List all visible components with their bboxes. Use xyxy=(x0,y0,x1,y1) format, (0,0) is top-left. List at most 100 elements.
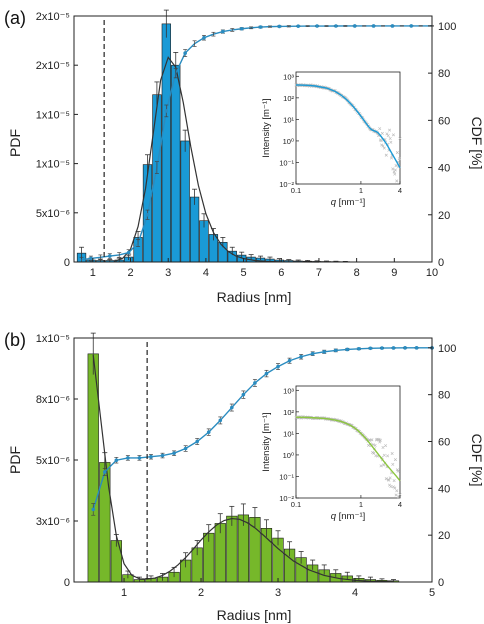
panel-a-inset-y-label: Intensity [m⁻¹] xyxy=(261,98,272,157)
panel-b-cdf-marker xyxy=(287,358,292,363)
panel-b-y2-tick-label: 60 xyxy=(438,437,450,449)
panel-b-y2-tick-label: 0 xyxy=(438,577,444,589)
panel-b-y-tick-label: 0 xyxy=(64,577,70,589)
panel-b-y-ticks: 0 3x10⁻⁶ 5x10⁻⁶ 8x10⁻⁶ 1x10⁻⁵ xyxy=(36,333,78,589)
panel-a-y2-tick-label: 60 xyxy=(438,115,450,127)
panel-b-bar xyxy=(110,540,122,583)
panel-a-y2-tick-label: 20 xyxy=(438,210,450,222)
panel-b-y-axis-label: PDF xyxy=(7,446,23,474)
panel-a-y-tick-label: 2x10⁻⁵ xyxy=(36,11,70,23)
panel-a-cdf-marker xyxy=(183,51,187,55)
panel-b-inset-x-label-unit: [nm⁻¹] xyxy=(336,511,365,522)
panel-a-inset-x-tick-label: 1 xyxy=(359,186,363,195)
panel-b-inset-y-label: Intensity [m⁻¹] xyxy=(261,412,272,471)
panel-a-y-tick-label: 1x10⁻⁵ xyxy=(36,159,70,171)
panel-b-y2-tick-label: 20 xyxy=(438,530,450,542)
panel-b-inset-data-point xyxy=(392,479,396,483)
panel-b-inset-fit-line xyxy=(295,416,401,482)
panel-a-inset-data-point xyxy=(395,151,399,155)
panel-b-inset-x-tick-label: 0.1 xyxy=(291,500,301,509)
panel-b-y2-tick-label: 100 xyxy=(438,343,456,355)
panel-a-cdf-marker xyxy=(258,25,263,29)
panel-a-x-tick-label: 4 xyxy=(203,267,209,279)
panel-b-inset-data-point xyxy=(378,440,382,444)
panel-b-y-tick-label: 1x10⁻⁵ xyxy=(36,333,70,345)
panel-b-cdf-marker xyxy=(322,350,327,354)
panel-b-y2-tick-label: 80 xyxy=(438,390,450,402)
panel-b-x-tick-label: 4 xyxy=(352,587,358,599)
panel-b-inset-data-point xyxy=(384,444,388,448)
panel-b-inset-x-label: q [nm⁻¹] xyxy=(331,511,366,522)
panel-b-inset-y-tick-label: 10³ xyxy=(283,386,294,395)
panel-a-inset-data-point xyxy=(388,137,392,141)
panel-a-x-tick-label: 5 xyxy=(241,267,247,279)
panel-b-y-tick-label: 5x10⁻⁶ xyxy=(36,455,70,467)
panel-a-y-tick-label: 1x10⁻⁵ xyxy=(36,109,70,121)
panel-a-inset-data-point xyxy=(391,167,395,171)
panel-a-y2-tick-label: 100 xyxy=(438,21,456,33)
panel-a-inset-data-point xyxy=(393,168,397,172)
panel-b-inset-data-point xyxy=(379,464,383,468)
panel-a-chart: (a) PDF CDF [%] Radius [nm] 1 2 3 4 5 6 7 8 9 100… xyxy=(4,8,484,305)
panel-a-inset-data-point xyxy=(392,170,396,174)
panel-a-inset-data-point xyxy=(382,146,386,150)
panel-b-cdf-marker xyxy=(91,507,96,512)
panel-a-y2-tick-label: 0 xyxy=(438,257,444,269)
panel-a-inset-frame xyxy=(295,71,401,185)
panel-a-cdf-marker xyxy=(221,29,225,34)
panel-a-cdf-marker xyxy=(145,212,150,217)
panel-a-x-tick-label: 7 xyxy=(316,267,322,279)
panel-a-cdf-marker xyxy=(315,24,319,28)
panel-b-cdf-marker xyxy=(183,446,188,451)
panel-b-y2-axis-label: CDF [%] xyxy=(469,434,484,487)
panel-b-cdf-marker xyxy=(126,456,130,460)
panel-a-inset-data-point xyxy=(378,127,382,131)
panel-a-y-tick-label: 0 xyxy=(64,257,70,269)
panel-b-cdf-marker xyxy=(403,346,407,350)
panel-b-cdf-marker xyxy=(195,439,199,444)
panel-a-inset-x-tick-label: 4 xyxy=(398,186,402,195)
panel-b-inset-y-tick-label: 10⁻¹ xyxy=(279,472,294,481)
panel-a-y2-tick-label: 40 xyxy=(438,163,450,175)
panel-a-cdf-marker xyxy=(202,35,206,40)
panel-a-bar xyxy=(152,94,162,263)
panel-b-label: (b) xyxy=(4,330,26,350)
panel-a-cdf-markers xyxy=(89,24,414,261)
panel-b-x-tick-label: 5 xyxy=(429,587,435,599)
panel-a-inset-data-point xyxy=(385,132,389,136)
panel-b-bar xyxy=(99,462,111,583)
panel-a-inset-data-point xyxy=(384,153,388,157)
panel-b-inset-data-point xyxy=(391,462,395,466)
panel-a-cdf-marker xyxy=(334,24,338,28)
panel-b-cdf-marker xyxy=(345,347,350,352)
panel-a-x-tick-label: 8 xyxy=(354,267,360,279)
panel-b-inset-data-point xyxy=(395,489,399,493)
panel-b-inset-data-point xyxy=(378,438,382,442)
panel-a-inset-fit-line xyxy=(295,84,401,169)
panel-b-cdf-marker xyxy=(241,392,246,397)
panel-a-inset-data-point xyxy=(389,140,393,144)
panel-a-inset-y-tick-label: 10¹ xyxy=(283,115,294,124)
panel-a-inset-x-tick-label: 0.1 xyxy=(291,186,301,195)
panel-a-inset-x-label: q [nm⁻¹] xyxy=(331,197,366,208)
panel-a-inset-y-tick-label: 10³ xyxy=(283,72,294,81)
panel-a-inset-data-point xyxy=(397,157,401,161)
panel-b-inset-data-point xyxy=(372,451,376,455)
panel-b-inset-data-point xyxy=(367,443,371,447)
panel-b-cdf-marker xyxy=(333,348,338,353)
panel-b-cdf-marker xyxy=(368,346,373,351)
panel-b-cdf-line xyxy=(92,347,432,510)
panel-b-inset-data-point xyxy=(398,493,402,497)
panel-b-inset-x-label-var: q xyxy=(331,511,337,522)
panel-a-x-tick-label: 10 xyxy=(426,267,438,279)
panel-a-x-tick-label: 1 xyxy=(90,267,96,279)
panel-a-inset-data-point xyxy=(391,133,395,137)
panel-a-cdf-marker xyxy=(390,24,395,28)
panel-b-cdf-marker xyxy=(414,346,419,350)
panel-a-cdf-marker xyxy=(164,109,169,113)
panel-a-cdf-marker xyxy=(108,254,112,258)
panel-a-inset-y-tick-label: 10⁻¹ xyxy=(279,158,294,167)
panel-b-inset-data-point xyxy=(388,476,392,480)
panel-b-inset-data-point xyxy=(382,463,386,467)
